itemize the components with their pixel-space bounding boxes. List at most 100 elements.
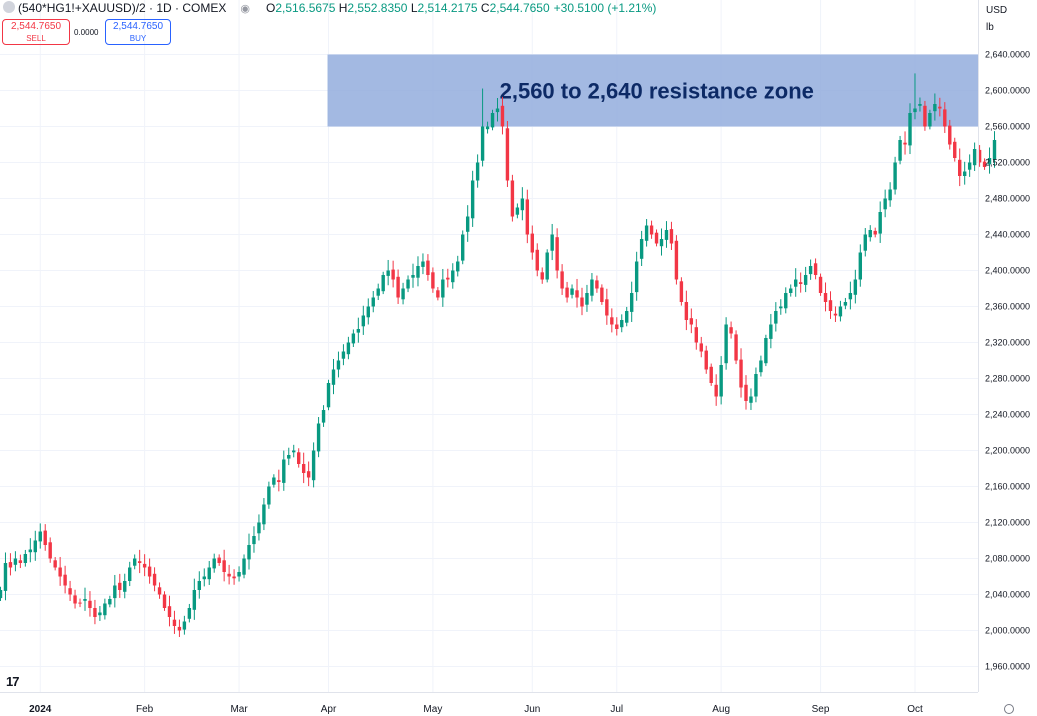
candle — [739, 348, 743, 398]
candle-body — [78, 602, 82, 604]
candle — [257, 514, 261, 541]
time-tick-label: Sep — [812, 704, 830, 715]
candle-body — [490, 113, 495, 128]
candle — [18, 554, 23, 569]
candle — [709, 363, 713, 386]
candle — [918, 97, 922, 112]
candle — [684, 290, 689, 331]
eye-icon[interactable]: ◉ — [240, 2, 250, 15]
candle — [132, 554, 137, 570]
candle-body — [128, 567, 132, 581]
candle — [321, 405, 326, 427]
candle-body — [222, 560, 226, 572]
candle-body — [913, 108, 917, 113]
candle — [411, 263, 415, 288]
candle — [977, 145, 982, 167]
candle-body — [58, 567, 62, 577]
symbol-logo-icon[interactable] — [3, 1, 15, 13]
price-tick-label: 2,000.0000 — [985, 626, 1030, 636]
time-axis[interactable]: 2024 Feb Mar Apr May Jun Jul Aug Sep Oct — [29, 704, 923, 715]
candle-body — [505, 128, 510, 181]
candle-body — [28, 549, 33, 553]
candle-body — [63, 574, 67, 586]
candle-body — [451, 270, 455, 283]
price-tick-label: 1,960.0000 — [985, 662, 1030, 672]
candle — [744, 375, 748, 410]
candle — [470, 170, 475, 227]
candle — [157, 582, 162, 599]
candle-body — [798, 282, 803, 284]
candle — [490, 109, 495, 131]
buy-button[interactable]: 2,544.7650 BUY — [105, 19, 171, 45]
candle — [948, 119, 952, 150]
candle-body — [38, 531, 42, 542]
candle-body — [252, 536, 256, 545]
candle — [426, 254, 430, 281]
candle — [93, 599, 97, 625]
candle-body — [962, 171, 967, 176]
candle-body — [282, 459, 286, 483]
candle-body — [287, 455, 291, 459]
candle — [659, 228, 664, 256]
candle — [759, 355, 763, 377]
candle — [13, 551, 18, 572]
candle-body — [351, 333, 356, 344]
candle-body — [893, 162, 897, 190]
price-tick-label: 2,360.0000 — [985, 302, 1030, 312]
candle — [674, 235, 679, 285]
candle — [38, 523, 42, 549]
candle-body — [515, 207, 520, 215]
candle — [938, 97, 942, 117]
symbol-title[interactable]: (540*HG1!+XAUUSD)/2 · 1D · COMEX — [18, 1, 227, 15]
candle-body — [729, 327, 733, 334]
candle-body — [789, 288, 793, 293]
candle — [794, 268, 798, 297]
candle — [306, 461, 311, 487]
candle-body — [123, 581, 127, 592]
price-tick-label: 2,320.0000 — [985, 338, 1030, 348]
candle — [242, 554, 246, 579]
candle-body — [813, 263, 818, 275]
candle-body — [908, 113, 912, 146]
settings-icon[interactable] — [1004, 704, 1014, 714]
tradingview-logo[interactable]: 17 — [6, 674, 20, 689]
candle — [923, 100, 927, 131]
candle — [162, 591, 167, 611]
candle — [798, 272, 803, 293]
candle — [590, 273, 594, 302]
candle — [202, 568, 206, 587]
candle — [272, 474, 276, 488]
candle-body — [749, 396, 753, 403]
candle-body — [147, 566, 152, 577]
candle-body — [326, 383, 331, 408]
candle-body — [436, 290, 440, 298]
candle-body — [381, 275, 385, 292]
candle — [555, 228, 559, 279]
currency-unit[interactable]: USD lb — [986, 2, 1007, 36]
candle-body — [297, 452, 301, 464]
candle — [843, 297, 848, 310]
candle-body — [421, 261, 425, 267]
price-tick-label: 2,280.0000 — [985, 374, 1030, 384]
price-axis[interactable]: 2,640.0000 2,600.0000 2,560.0000 2,520.0000… — [978, 0, 1031, 692]
candle-body — [972, 149, 977, 166]
candle — [177, 619, 182, 637]
candle — [137, 549, 142, 574]
candle — [958, 148, 962, 187]
candle — [232, 569, 236, 585]
candle — [237, 566, 241, 582]
price-tick-label: 2,200.0000 — [985, 446, 1030, 456]
candle — [187, 603, 192, 623]
candle — [152, 567, 157, 592]
sell-button[interactable]: 2,544.7650 SELL — [2, 19, 70, 45]
sell-price: 2,544.7650 — [10, 21, 62, 32]
candle — [649, 220, 654, 239]
candle-body — [625, 311, 629, 323]
candle — [868, 225, 872, 242]
candle — [391, 260, 395, 288]
candle — [262, 498, 266, 531]
candle-body — [808, 266, 813, 275]
candle-body — [719, 365, 723, 397]
candle-body — [868, 230, 872, 238]
